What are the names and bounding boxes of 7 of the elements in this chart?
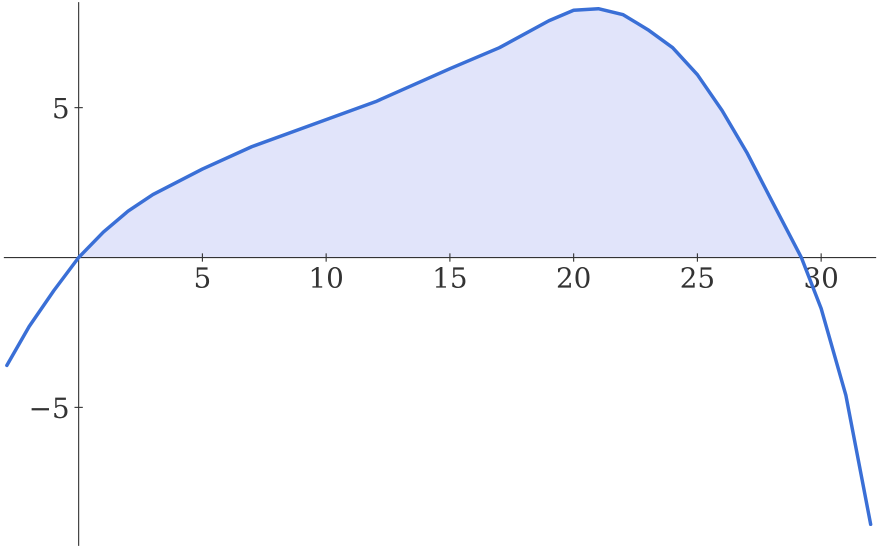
x-tick-label: 20 [558, 267, 590, 288]
y-tick-label: −5 [32, 398, 68, 418]
line-series [5, 6, 872, 526]
x-tick-label: 15 [436, 267, 466, 288]
x-tick-label: 10 [312, 267, 342, 288]
x-tick-label: 25 [682, 267, 713, 288]
x-tick-label: 5 [196, 267, 210, 288]
